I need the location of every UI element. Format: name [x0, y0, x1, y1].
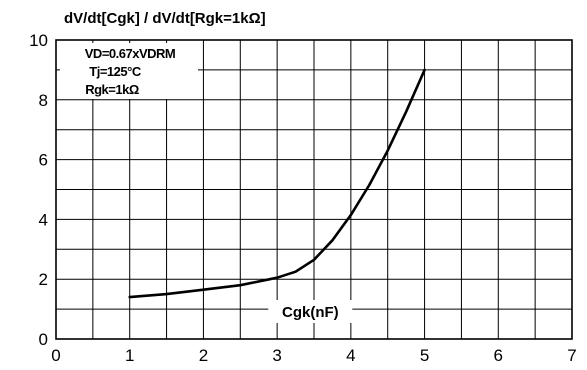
- y-tick-label: 0: [39, 330, 48, 349]
- tick-labels: 0 1 2 3 4 5 6 7 0 2 4 6 8 10: [29, 31, 577, 365]
- plot-frame: [55, 39, 573, 340]
- x-tick-label: 6: [494, 346, 503, 365]
- x-tick-label: 1: [125, 346, 134, 365]
- chart-title: dV/dt[Cgk] / dV/dt[Rgk=1kΩ]: [64, 10, 266, 27]
- x-tick-label: 3: [272, 346, 281, 365]
- annotations: VD=0.67xVDRM Tj=125°C Rgk=1kΩ: [85, 46, 176, 97]
- y-tick-label: 8: [39, 91, 48, 110]
- y-tick-label: 2: [39, 270, 48, 289]
- y-tick-label: 10: [29, 31, 48, 50]
- x-tick-label: 5: [420, 346, 429, 365]
- annotation-line: VD=0.67xVDRM: [85, 46, 175, 61]
- y-tick-label: 6: [39, 151, 48, 170]
- annotation-line: Rgk=1kΩ: [85, 82, 139, 97]
- x-axis-label: Cgk(nF): [282, 304, 339, 321]
- grid: [55, 39, 573, 340]
- annotation-line: Tj=125°C: [89, 64, 142, 79]
- x-tick-label: 0: [51, 346, 60, 365]
- x-tick-label: 4: [346, 346, 355, 365]
- x-tick-label: 2: [199, 346, 208, 365]
- annotation-box: [60, 43, 198, 99]
- x-tick-label: 7: [567, 346, 576, 365]
- x-axis-label-box: [268, 300, 353, 323]
- series-line: [128, 68, 426, 299]
- y-tick-label: 4: [39, 210, 48, 229]
